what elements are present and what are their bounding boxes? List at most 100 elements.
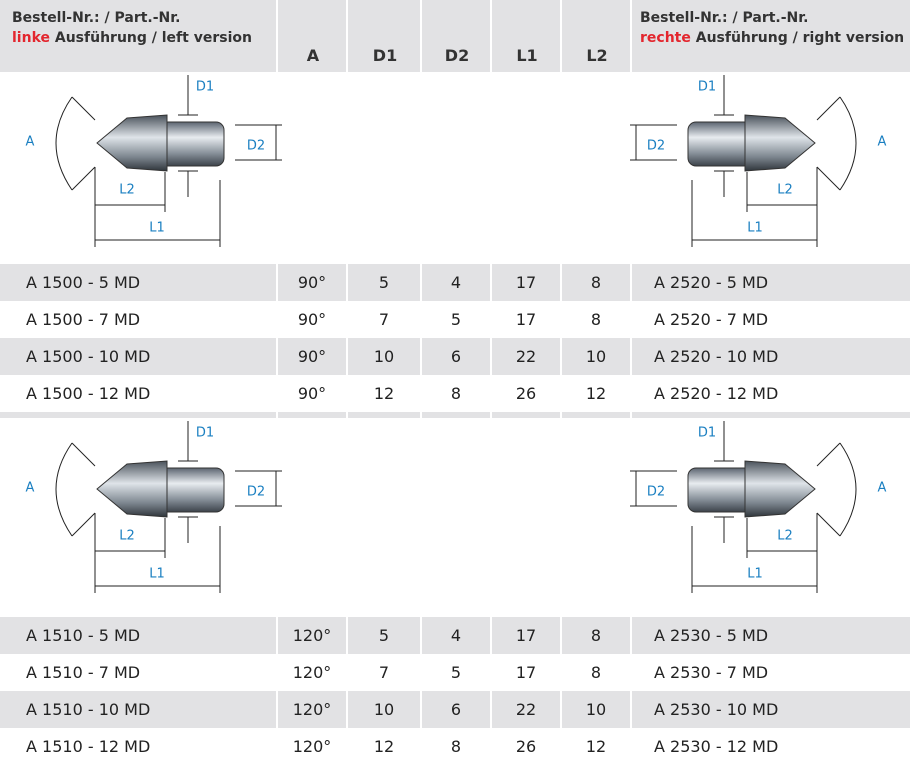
dimension-label: A — [878, 135, 887, 150]
header-cell — [632, 0, 910, 72]
dimension-label: L1 — [149, 221, 165, 236]
table-cell: 17 — [492, 301, 560, 338]
table-cell: 8 — [562, 617, 630, 654]
table-cell: A 2530 - 5 MD — [632, 617, 910, 654]
dimension-label: D2 — [247, 139, 265, 154]
dimension-label: A — [26, 481, 35, 496]
dimension-label: L2 — [119, 183, 135, 198]
dimension-label: D1 — [698, 80, 716, 95]
dimension-label: D1 — [698, 426, 716, 441]
separator — [562, 412, 630, 418]
table-cell: 12 — [348, 375, 420, 412]
table-cell: 90° — [278, 338, 346, 375]
separator — [278, 412, 346, 418]
dimension-line — [816, 166, 841, 191]
dimension-line — [816, 96, 841, 121]
separator — [632, 412, 910, 418]
table-cell: 8 — [562, 654, 630, 691]
dimension-label: L1 — [149, 567, 165, 582]
table-cell: 10 — [348, 338, 420, 375]
cone — [744, 460, 816, 518]
table-cell: 120° — [278, 691, 346, 728]
separator — [492, 412, 560, 418]
separator — [0, 412, 276, 418]
table-cell: 8 — [562, 301, 630, 338]
header-cell — [562, 0, 630, 72]
dimension-line — [71, 442, 96, 467]
dimension-label: D2 — [647, 139, 665, 154]
separator — [422, 412, 490, 418]
table-cell: 10 — [348, 691, 420, 728]
table-cell: 90° — [278, 375, 346, 412]
dimension-line — [816, 442, 841, 467]
angle-arc — [55, 442, 73, 537]
table-cell: 7 — [348, 301, 420, 338]
angle-arc — [839, 96, 857, 191]
angle-arc — [839, 442, 857, 537]
table-cell: A 2530 - 7 MD — [632, 654, 910, 691]
column-header: A — [306, 45, 320, 65]
header-cell — [422, 0, 490, 72]
cone — [96, 114, 168, 172]
table-cell: A 1500 - 12 MD — [0, 375, 276, 412]
table-cell: 5 — [422, 654, 490, 691]
table-cell: A 1500 - 10 MD — [0, 338, 276, 375]
table-cell: A 1500 - 7 MD — [0, 301, 276, 338]
header-cell — [492, 0, 560, 72]
table-cell: 8 — [562, 264, 630, 301]
table-cell: 90° — [278, 301, 346, 338]
dimension-label: D1 — [196, 80, 214, 95]
dimension-label: D1 — [196, 426, 214, 441]
shank — [687, 121, 753, 167]
table-cell: 22 — [492, 691, 560, 728]
dimension-label: D2 — [247, 485, 265, 500]
dimension-line — [71, 512, 96, 537]
table-cell: 120° — [278, 617, 346, 654]
table-cell: A 2520 - 7 MD — [632, 301, 910, 338]
cone — [96, 460, 168, 518]
dimension-line — [71, 96, 96, 121]
highlight: linke — [12, 30, 50, 46]
header-cell — [0, 0, 276, 72]
table-cell: 5 — [348, 264, 420, 301]
column-header: D2 — [444, 45, 470, 65]
table-cell: 4 — [422, 617, 490, 654]
dimension-label: L2 — [777, 529, 793, 544]
column-header: D1 — [372, 45, 398, 65]
dimension-label: A — [26, 135, 35, 150]
table-cell: 5 — [348, 617, 420, 654]
table-cell: 26 — [492, 375, 560, 412]
table-cell: A 1510 - 7 MD — [0, 654, 276, 691]
table-cell: 22 — [492, 338, 560, 375]
dimension-label: A — [878, 481, 887, 496]
table-cell: A 1510 - 10 MD — [0, 691, 276, 728]
header-left: Bestell-Nr.: / Part.-Nr. linke Ausführung… — [12, 8, 278, 68]
separator — [348, 412, 420, 418]
table-cell: A 2520 - 12 MD — [632, 375, 910, 412]
header-text: Ausführung / right version — [695, 30, 905, 46]
shank — [159, 467, 225, 513]
header-cell — [348, 0, 420, 72]
table-cell: A 2520 - 5 MD — [632, 264, 910, 301]
cone — [744, 114, 816, 172]
table-cell: 4 — [422, 264, 490, 301]
table-cell: 6 — [422, 691, 490, 728]
table-cell: 7 — [348, 654, 420, 691]
dimension-line — [71, 166, 96, 191]
highlight: rechte — [640, 30, 691, 46]
dimension-label: L1 — [747, 567, 763, 582]
angle-arc — [55, 96, 73, 191]
header-text: Bestell-Nr.: / Part.-Nr. — [640, 10, 809, 26]
table-cell: A 1510 - 5 MD — [0, 617, 276, 654]
table-cell: 17 — [492, 264, 560, 301]
table-cell: A 2520 - 10 MD — [632, 338, 910, 375]
table-cell: 6 — [422, 338, 490, 375]
dimension-label: L2 — [777, 183, 793, 198]
table-cell: A 1500 - 5 MD — [0, 264, 276, 301]
dimension-line — [816, 512, 841, 537]
shank — [159, 121, 225, 167]
table-cell: A 2530 - 10 MD — [632, 691, 910, 728]
header-cell — [278, 0, 346, 72]
